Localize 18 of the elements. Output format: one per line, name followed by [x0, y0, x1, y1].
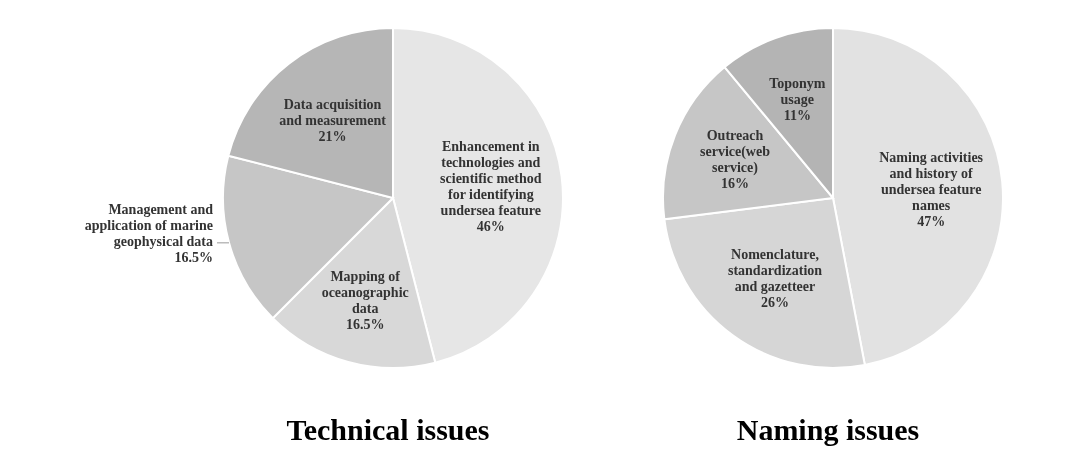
data-label: 16.5%	[345, 316, 385, 332]
data-label: 26%	[761, 294, 790, 310]
text: Naming issues	[735, 413, 921, 447]
slice-label: Outreach service(web service)	[700, 127, 771, 176]
data-label: 46%	[476, 218, 505, 234]
data-label: 16%	[721, 175, 749, 191]
slice-label: Naming activities and history of undersea feature names	[879, 149, 984, 213]
slice-label: Nomenclature, standardization and gazetteer	[727, 246, 823, 294]
slice-label: Enhancement in technologies and scientific method for identifying undersea feature	[440, 138, 542, 218]
text: Technical issues	[285, 413, 491, 447]
slice-label: Toponym usage	[769, 75, 826, 107]
slice-label: Management and application of marine geophysical data	[84, 201, 214, 249]
data-label: 16.5%	[174, 249, 214, 265]
data-label: 21%	[318, 128, 347, 144]
data-label: 47%	[917, 213, 946, 229]
data-label: 11%	[783, 107, 811, 123]
slice-label: Mapping of oceanographic data	[321, 268, 409, 316]
slice-label: Data acquisition and measurement	[279, 96, 387, 128]
